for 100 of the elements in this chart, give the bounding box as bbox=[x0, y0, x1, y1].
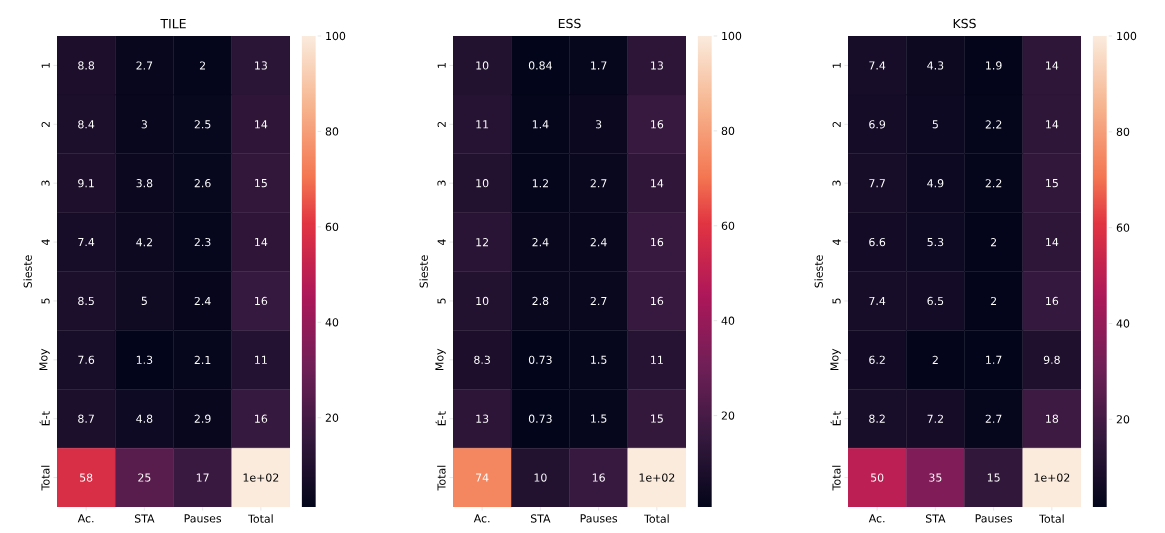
y-tick-label: 4 bbox=[437, 239, 446, 246]
data-label: 7.2 bbox=[927, 414, 943, 423]
x-tick-label: Ac. bbox=[473, 514, 490, 523]
color-bar-label: 100 bbox=[326, 31, 346, 41]
data-label: 2.9 bbox=[194, 414, 211, 423]
y-tick-label: É-t bbox=[435, 411, 446, 426]
data-label: 2.3 bbox=[194, 237, 211, 247]
data-label: 10 bbox=[476, 296, 489, 306]
data-label: 1e+02 bbox=[243, 473, 279, 482]
x-tick-label: Ac. bbox=[868, 514, 885, 523]
data-label: 14 bbox=[255, 120, 268, 129]
y-tick-label: 5 bbox=[41, 298, 50, 304]
data-label: 10 bbox=[476, 61, 489, 70]
data-label: 1.4 bbox=[532, 120, 549, 129]
y-tick-label: 1 bbox=[41, 62, 50, 68]
color-bar-label: 60 bbox=[1116, 223, 1130, 232]
data-label: 11 bbox=[476, 120, 489, 129]
color-bar-label: 80 bbox=[1116, 127, 1130, 136]
data-label: 35 bbox=[929, 473, 942, 482]
y-tick-label: 3 bbox=[41, 180, 50, 186]
y-tick-label: Moy bbox=[830, 348, 841, 371]
data-label: 1.9 bbox=[986, 61, 1002, 70]
color-bar-label: 40 bbox=[325, 318, 339, 327]
data-label: 5 bbox=[932, 120, 938, 129]
data-label: 1.7 bbox=[591, 61, 607, 70]
data-label: 2.5 bbox=[194, 120, 211, 129]
y-tick-label: 2 bbox=[437, 121, 446, 127]
data-label: 1.5 bbox=[591, 414, 607, 423]
data-label: 2 bbox=[990, 296, 997, 306]
data-label: 7.7 bbox=[869, 179, 885, 188]
data-label: 2 bbox=[990, 238, 997, 247]
data-label: 7.4 bbox=[869, 61, 886, 70]
color-bar-label: 60 bbox=[325, 222, 339, 232]
x-tick-label: Pauses bbox=[580, 514, 618, 523]
data-label: 2.7 bbox=[590, 179, 607, 188]
x-tick-label: Ac. bbox=[77, 514, 94, 523]
data-label: 3 bbox=[595, 120, 602, 129]
data-label: 8.2 bbox=[869, 414, 885, 423]
data-label: 16 bbox=[255, 414, 268, 423]
y-tick-label: 4 bbox=[832, 239, 841, 246]
data-label: 2.4 bbox=[532, 238, 549, 247]
x-tick-label: Total bbox=[248, 514, 273, 523]
data-label: 16 bbox=[651, 237, 664, 247]
data-label: 13 bbox=[651, 61, 663, 70]
x-tick-label: Pauses bbox=[184, 514, 222, 523]
data-label: 16 bbox=[1046, 296, 1059, 306]
x-tick-label: STA bbox=[530, 514, 551, 523]
data-label: 14 bbox=[651, 179, 664, 188]
y-tick-label: 5 bbox=[832, 298, 841, 304]
data-label: 2.7 bbox=[590, 296, 607, 306]
data-label: 0.73 bbox=[528, 414, 552, 423]
data-label: 6.5 bbox=[927, 296, 944, 306]
data-label: 7.4 bbox=[869, 296, 886, 305]
data-label: 14 bbox=[1046, 120, 1059, 129]
data-label: 1e+02 bbox=[1034, 473, 1070, 482]
data-label: 13 bbox=[255, 61, 267, 70]
data-label: 14 bbox=[255, 238, 268, 247]
y-tick-label: Total bbox=[832, 465, 841, 491]
data-label: 15 bbox=[651, 414, 663, 423]
data-label: 11 bbox=[255, 355, 267, 364]
chart-title: TILE bbox=[160, 19, 186, 29]
color-bar-label: 40 bbox=[721, 316, 735, 325]
data-label: 14 bbox=[1046, 238, 1059, 247]
data-label: 6.6 bbox=[869, 237, 886, 247]
data-label: 3 bbox=[141, 120, 147, 129]
x-tick-label: STA bbox=[134, 514, 155, 523]
data-label: 13 bbox=[476, 414, 489, 423]
data-label: 14 bbox=[1046, 61, 1059, 70]
color-bar-label: 100 bbox=[722, 31, 742, 41]
data-label: 9.1 bbox=[78, 179, 94, 188]
data-label: 2.4 bbox=[590, 238, 607, 247]
data-label: 16 bbox=[651, 120, 664, 129]
x-tick-label: Pauses bbox=[975, 514, 1013, 523]
data-label: 4.2 bbox=[136, 238, 152, 247]
data-label: 2.2 bbox=[985, 179, 1002, 188]
data-label: 9.8 bbox=[1043, 355, 1060, 364]
data-label: 11 bbox=[651, 355, 663, 364]
data-label: 4.9 bbox=[927, 179, 944, 188]
data-label: 18 bbox=[1046, 414, 1059, 423]
y-tick-label: 4 bbox=[41, 239, 50, 246]
data-label: 16 bbox=[255, 296, 268, 306]
y-tick-label: É-t bbox=[39, 411, 50, 426]
data-label: 4.3 bbox=[927, 61, 944, 70]
data-label: 2.7 bbox=[985, 414, 1002, 423]
y-axis-title: Sieste bbox=[23, 255, 32, 288]
y-tick-label: 3 bbox=[437, 180, 446, 186]
data-label: 6.9 bbox=[869, 120, 886, 129]
data-label: 16 bbox=[592, 473, 605, 482]
data-label: 15 bbox=[987, 473, 1000, 482]
data-label: 1.7 bbox=[986, 355, 1002, 364]
x-tick-label: STA bbox=[925, 514, 946, 523]
y-axis-title: Sieste bbox=[419, 255, 428, 288]
data-label: 8.4 bbox=[78, 120, 95, 129]
data-label: 8.3 bbox=[474, 355, 490, 364]
chart-title: KSS bbox=[953, 18, 976, 29]
y-tick-label: Moy bbox=[435, 348, 446, 371]
y-tick-label: Moy bbox=[39, 348, 50, 371]
y-tick-label: 1 bbox=[437, 62, 446, 68]
data-label: 2.4 bbox=[194, 296, 211, 306]
data-label: 6.2 bbox=[869, 355, 885, 364]
